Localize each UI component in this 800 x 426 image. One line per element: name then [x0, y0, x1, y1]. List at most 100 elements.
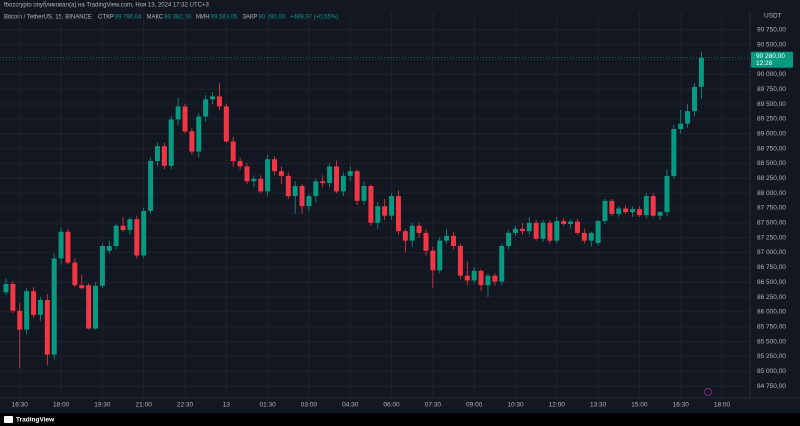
candle-body	[685, 111, 691, 124]
candle-body	[574, 221, 580, 233]
candle-body	[698, 57, 704, 87]
candle-body	[65, 231, 71, 263]
legend-label: МИН	[196, 15, 210, 21]
candle-body	[692, 86, 697, 112]
candle-body	[492, 275, 498, 282]
y-tick-label: 87 750,00	[757, 205, 786, 212]
candle-body	[623, 208, 629, 213]
x-tick-label: 22:30	[177, 402, 194, 409]
candle-body	[196, 116, 202, 152]
axes: 84 750,00 85 000,00 85 250,00 85 500,00 85 7…	[12, 27, 793, 409]
candle-body	[31, 291, 37, 315]
candle-body	[409, 225, 415, 241]
y-tick-label: 88 000,00	[757, 190, 786, 197]
candle-body	[547, 222, 553, 241]
x-tick-label: 13:30	[590, 402, 607, 409]
x-tick-label: 01:30	[259, 402, 276, 409]
candle-body	[72, 262, 78, 286]
candle-body	[616, 208, 622, 214]
candle-body	[86, 285, 92, 329]
x-tick-label: 18:00	[53, 402, 70, 409]
candle-body	[444, 235, 450, 241]
y-tick-label: 88 750,00	[757, 145, 786, 152]
candle-body	[285, 175, 291, 197]
legend-label: МАКС	[146, 15, 163, 21]
y-tick-label: 85 750,00	[757, 323, 786, 330]
y-tick-label: 85 500,00	[757, 338, 786, 345]
candle-body	[636, 209, 642, 216]
y-tick-label: 88 500,00	[757, 160, 786, 167]
x-tick-label: 18:00	[714, 402, 731, 409]
y-tick-label: 84 750,00	[757, 383, 786, 390]
logo-icon	[4, 416, 13, 423]
candle-body	[168, 119, 174, 166]
candle-body	[17, 310, 23, 330]
candle-body	[368, 185, 374, 223]
candle-body	[292, 185, 298, 197]
candle-body	[10, 283, 16, 311]
x-tick-label: 19:30	[94, 402, 111, 409]
candle-body	[251, 178, 257, 182]
candle-body	[24, 291, 30, 330]
candle-body	[258, 178, 264, 192]
candle-body	[519, 228, 525, 232]
candle-body	[678, 123, 684, 129]
x-tick-label: 09:00	[466, 402, 483, 409]
candle-body	[506, 232, 512, 246]
countdown: 12:28	[756, 60, 773, 67]
published-text: fbozcrypto опубликовал(а) на TradingView…	[4, 3, 209, 9]
candle-body	[106, 245, 112, 251]
candle-body	[216, 96, 222, 107]
x-tick-label: 12:00	[549, 402, 566, 409]
price-tag	[751, 51, 793, 68]
y-tick-label: 90 750,00	[757, 27, 786, 34]
candle-body	[630, 209, 636, 213]
x-tick-label: 04:30	[342, 402, 359, 409]
candle-body	[320, 181, 326, 184]
y-tick-label: 87 000,00	[757, 249, 786, 256]
candle-body	[588, 232, 594, 241]
candle-body	[643, 196, 649, 216]
y-tick-label: 89 500,00	[757, 101, 786, 108]
x-tick-label: 10:30	[507, 402, 524, 409]
candle-body	[568, 221, 574, 225]
candle-body	[161, 146, 167, 166]
candle-body	[3, 283, 9, 293]
candle-body	[416, 225, 422, 233]
candle-body	[347, 171, 353, 176]
candle-body	[657, 212, 663, 216]
brand: TradingView	[16, 417, 55, 424]
x-tick-label: 06:00	[383, 402, 400, 409]
candle-body	[278, 171, 284, 176]
candle-body	[223, 106, 229, 142]
candle-body	[93, 285, 99, 329]
candle-body	[134, 219, 140, 256]
footer-bar	[0, 413, 800, 426]
candle-body	[375, 206, 381, 223]
legend-value: 89 790,04	[115, 15, 142, 21]
y-tick-label: 89 250,00	[757, 116, 786, 123]
candle-body	[512, 228, 518, 233]
candle-body	[313, 181, 319, 197]
y-tick-label: 87 250,00	[757, 234, 786, 241]
candle-body	[602, 200, 608, 222]
candle-body	[299, 185, 305, 207]
x-tick-label: 07:30	[425, 402, 442, 409]
candle-body	[272, 159, 278, 172]
candle-body	[485, 275, 491, 286]
candle-body	[561, 221, 567, 225]
y-tick-label: 88 250,00	[757, 175, 786, 182]
y-tick-label: 89 000,00	[757, 130, 786, 137]
candle-body	[533, 222, 539, 239]
candle-body	[354, 171, 360, 201]
candle-body	[478, 270, 484, 286]
x-tick-label: 21:00	[136, 402, 153, 409]
candle-body	[189, 131, 195, 152]
grid	[0, 12, 750, 398]
candle-body	[127, 219, 133, 230]
candle-body	[581, 232, 587, 241]
x-tick-label: 16:30	[12, 402, 29, 409]
event-icon	[704, 388, 712, 396]
candles	[0, 51, 750, 369]
